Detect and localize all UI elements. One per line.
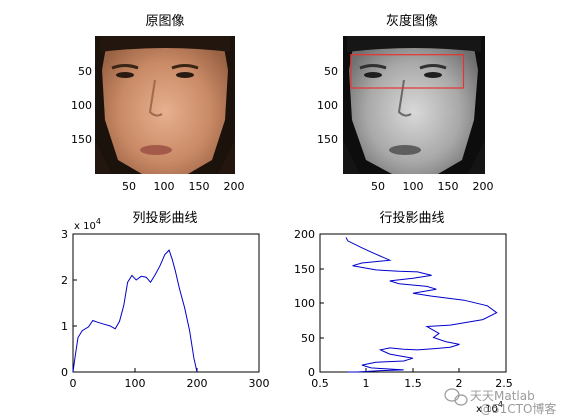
x-tick-label: 0 (70, 377, 77, 390)
axis-ticks-original: 50 100 150 50 100 150 200 (71, 65, 245, 193)
watermark-text: 天天Matlab (470, 389, 535, 403)
x-scale-label: x 104 (476, 400, 503, 415)
x-tick-label: 200 (473, 180, 494, 193)
subplot-original-image: 原图像 50 100 150 50 100 150 200 (71, 14, 245, 193)
chart-title-row-projection: 行投影曲线 (379, 210, 444, 226)
x-tick-label: 200 (187, 377, 208, 390)
y-tick-label: 150 (317, 133, 338, 146)
y-tick-label: 200 (294, 228, 315, 241)
x-tick-label: 50 (122, 180, 136, 193)
y-tick-label: 150 (294, 263, 315, 276)
y-tick-label: 50 (301, 332, 315, 345)
x-tick-label: 200 (224, 180, 245, 193)
plot-area-row (319, 233, 507, 373)
axis-ticks-row: 0.5 1 1.5 2 2.5 0 50 100 150 200 (294, 228, 513, 390)
subplot-column-projection: 列投影曲线 x 104 0 100 200 300 0 1 2 3 (61, 210, 270, 390)
x-tick-label: 2 (456, 377, 463, 390)
chart-title-grayscale: 灰度图像 (386, 13, 438, 29)
y-tick-label: 0 (308, 366, 315, 379)
watermark-secondary: @51CTO博客 (480, 401, 556, 416)
plot-area-column (72, 233, 260, 373)
column-projection-line (72, 249, 198, 373)
row-projection-line (345, 237, 498, 373)
eye-region-rectangle (350, 54, 465, 89)
y-tick-label: 100 (71, 99, 92, 112)
face-photo-color (95, 36, 235, 174)
x-tick-label: 150 (189, 180, 210, 193)
x-tick-label: 100 (403, 180, 424, 193)
y-tick-label: 150 (71, 133, 92, 146)
chart-title-original: 原图像 (145, 14, 184, 29)
y-tick-label: 100 (294, 297, 315, 310)
x-tick-label: 300 (249, 377, 270, 390)
x-tick-label: 100 (125, 377, 146, 390)
x-tick-label: 1.5 (404, 377, 422, 390)
y-tick-label: 1 (61, 320, 68, 333)
axis-ticks-column: 0 100 200 300 0 1 2 3 (61, 228, 270, 390)
subplot-grayscale-image: 灰度图像 50 100 150 50 100 150 200 (317, 13, 494, 193)
y-tick-label: 50 (324, 65, 338, 78)
x-tick-label: 0.5 (311, 377, 329, 390)
y-tick-label: 2 (61, 274, 68, 287)
y-tick-label: 50 (78, 65, 92, 78)
x-tick-label: 100 (154, 180, 175, 193)
y-tick-label: 3 (61, 228, 68, 241)
x-tick-label: 50 (371, 180, 385, 193)
chart-title-column-projection: 列投影曲线 (132, 210, 197, 226)
x-tick-label: 1 (363, 377, 370, 390)
axis-ticks-grayscale: 50 100 150 50 100 150 200 (317, 65, 494, 193)
subplot-row-projection: 行投影曲线 0.5 1 1.5 2 2.5 0 50 100 150 200 x… (294, 210, 513, 415)
wechat-logo-icon (444, 388, 468, 406)
face-photo-gray (343, 36, 485, 174)
y-tick-label: 0 (61, 366, 68, 379)
x-tick-label: 150 (438, 180, 459, 193)
y-scale-label: x 104 (74, 217, 101, 232)
watermark: 天天Matlab @51CTO博客 (444, 388, 556, 416)
y-tick-label: 100 (317, 99, 338, 112)
x-tick-label: 2.5 (495, 377, 513, 390)
